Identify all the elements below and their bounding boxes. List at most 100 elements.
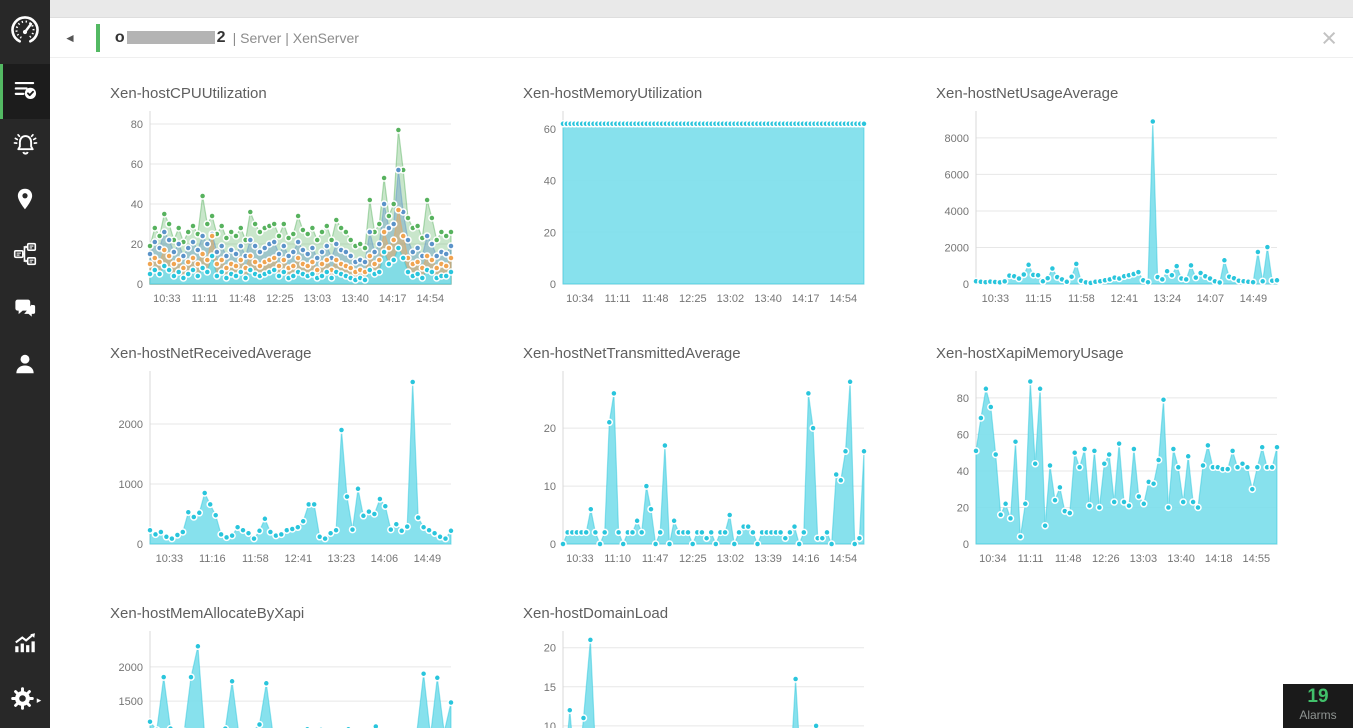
svg-text:10:34: 10:34 xyxy=(566,293,594,305)
svg-text:20: 20 xyxy=(131,239,143,251)
chart-plot-area[interactable]: 0 20 40 60 80 10:33 11:11 11:48 12:25 13:03 13:40 1… xyxy=(110,106,455,318)
svg-text:10:33: 10:33 xyxy=(982,293,1010,305)
svg-text:14:55: 14:55 xyxy=(1243,553,1271,565)
chart-card-xapi-memory: Xen-hostXapiMemoryUsage 0 20 40 60 80 10:34 11… xyxy=(936,345,1281,578)
chart-plot-area[interactable]: 0 2000 4000 6000 8000 10:33 11:15 11:58 12:41 13:… xyxy=(936,106,1281,318)
sidebar-item-monitoring[interactable] xyxy=(0,64,50,119)
chart-card-net-usage: Xen-hostNetUsageAverage 0 2000 4000 6000 800… xyxy=(936,85,1281,318)
svg-text:20: 20 xyxy=(957,503,969,515)
chart-plot-area[interactable]: 0 10 20 10:33 11:10 11:47 12:25 13:02 13:39 14:16… xyxy=(523,366,868,578)
svg-text:13:39: 13:39 xyxy=(754,553,782,565)
svg-text:14:16: 14:16 xyxy=(792,553,820,565)
svg-text:11:16: 11:16 xyxy=(199,553,226,565)
svg-text:14:54: 14:54 xyxy=(830,553,858,565)
svg-text:60: 60 xyxy=(131,159,143,171)
svg-text:11:10: 11:10 xyxy=(604,553,631,565)
svg-text:12:25: 12:25 xyxy=(679,553,707,565)
accent-bar xyxy=(95,23,100,52)
svg-text:11:48: 11:48 xyxy=(229,293,256,305)
svg-text:20: 20 xyxy=(544,643,556,655)
chart-title: Xen-hostDomainLoad xyxy=(523,605,669,622)
sidebar-item-maps[interactable] xyxy=(0,174,50,229)
chat-icon xyxy=(12,296,39,328)
top-strip xyxy=(50,0,1353,18)
report-chart-icon xyxy=(12,630,38,661)
svg-text:13:23: 13:23 xyxy=(328,553,356,565)
sidebar-item-topology[interactable] xyxy=(0,229,50,284)
chart-plot-area[interactable]: 0 20 40 60 10:34 11:11 11:48 12:25 13:02 13:40 14:… xyxy=(523,106,868,318)
svg-text:13:02: 13:02 xyxy=(717,293,745,305)
svg-text:60: 60 xyxy=(544,124,556,136)
svg-text:14:18: 14:18 xyxy=(1205,553,1233,565)
alarm-count: 19 xyxy=(1307,686,1329,707)
chart-card-cpu-utilization: Xen-hostCPUUtilization 0 20 40 60 80 10:33 11:… xyxy=(110,85,455,318)
svg-text:10:34: 10:34 xyxy=(979,553,1007,565)
svg-text:80: 80 xyxy=(131,119,143,131)
topology-icon xyxy=(12,241,38,272)
device-name-prefix: o xyxy=(114,28,125,46)
svg-text:12:41: 12:41 xyxy=(1111,293,1139,305)
sidebar-item-users[interactable] xyxy=(0,339,50,394)
svg-text:40: 40 xyxy=(544,176,556,188)
svg-text:11:48: 11:48 xyxy=(642,293,669,305)
svg-text:14:54: 14:54 xyxy=(417,293,445,305)
chart-plot-area[interactable]: 0 1000 2000 10:33 11:16 11:58 12:41 13:23 14:06 1… xyxy=(110,366,455,578)
svg-text:4000: 4000 xyxy=(945,206,969,218)
svg-text:13:40: 13:40 xyxy=(1167,553,1195,565)
breadcrumb: | Server | XenServer xyxy=(232,29,359,46)
chart-card-net-received: Xen-hostNetReceivedAverage 0 1000 2000 10:3… xyxy=(110,345,455,578)
close-icon[interactable]: × xyxy=(1321,22,1337,53)
alarm-label: Alarms xyxy=(1299,708,1337,722)
svg-text:10:33: 10:33 xyxy=(566,553,594,565)
svg-text:60: 60 xyxy=(957,429,969,441)
gauge-logo-icon xyxy=(8,13,42,52)
svg-text:11:48: 11:48 xyxy=(1055,553,1082,565)
charts-grid: Xen-hostCPUUtilization 0 20 40 60 80 10:33 11:… xyxy=(50,57,1353,728)
svg-text:40: 40 xyxy=(957,466,969,478)
svg-text:11:15: 11:15 xyxy=(1025,293,1052,305)
svg-text:1000: 1000 xyxy=(119,479,143,491)
svg-text:14:07: 14:07 xyxy=(1197,293,1225,305)
chart-title: Xen-hostNetReceivedAverage xyxy=(110,345,312,362)
sidebar-item-alarms[interactable] xyxy=(0,119,50,174)
svg-text:14:06: 14:06 xyxy=(371,553,399,565)
app-logo[interactable] xyxy=(0,0,50,64)
chart-plot-area[interactable]: 05101520 xyxy=(523,626,868,728)
chart-card-net-transmitted: Xen-hostNetTransmittedAverage 0 10 20 10:33… xyxy=(523,345,868,578)
svg-text:10: 10 xyxy=(544,481,556,493)
svg-text:13:03: 13:03 xyxy=(1130,553,1158,565)
chart-plot-area[interactable]: 0 20 40 60 80 10:34 11:11 11:48 12:26 13:03 13:40 1… xyxy=(936,366,1281,578)
sidebar-item-reports[interactable] xyxy=(0,618,50,673)
chart-plot-area[interactable]: 0500100015002000 xyxy=(110,626,455,728)
svg-text:11:11: 11:11 xyxy=(1018,553,1044,565)
svg-text:11:11: 11:11 xyxy=(192,293,218,305)
svg-text:0: 0 xyxy=(963,539,969,551)
svg-text:1500: 1500 xyxy=(119,696,143,708)
svg-text:14:49: 14:49 xyxy=(414,553,442,565)
svg-text:12:41: 12:41 xyxy=(285,553,313,565)
svg-text:6000: 6000 xyxy=(945,169,969,181)
chart-title: Xen-hostXapiMemoryUsage xyxy=(936,345,1124,362)
chart-title: Xen-hostNetUsageAverage xyxy=(936,85,1119,102)
sidebar-item-chat[interactable] xyxy=(0,284,50,339)
page-title: o 2 | Server | XenServer xyxy=(115,29,359,47)
svg-text:11:58: 11:58 xyxy=(1068,293,1095,305)
back-button[interactable]: ◄ xyxy=(64,30,76,45)
map-pin-icon xyxy=(12,186,38,217)
chart-card-mem-allocate: Xen-hostMemAllocateByXapi 05001000150020… xyxy=(110,605,455,728)
svg-text:8000: 8000 xyxy=(945,133,969,145)
svg-text:40: 40 xyxy=(131,199,143,211)
svg-text:2000: 2000 xyxy=(119,662,143,674)
svg-text:11:11: 11:11 xyxy=(605,293,631,305)
sidebar-item-settings[interactable]: ▸ xyxy=(0,673,50,728)
chart-title: Xen-hostMemAllocateByXapi xyxy=(110,605,305,622)
sidebar: ▸ xyxy=(0,0,50,728)
chart-title: Xen-hostMemoryUtilization xyxy=(523,85,703,102)
svg-text:13:02: 13:02 xyxy=(717,553,745,565)
svg-text:0: 0 xyxy=(137,279,143,291)
chart-card-memory-utilization: Xen-hostMemoryUtilization 0 20 40 60 10:34 11… xyxy=(523,85,868,318)
chevron-right-icon: ▸ xyxy=(36,695,42,705)
svg-text:14:17: 14:17 xyxy=(792,293,820,305)
alarms-badge[interactable]: 19 Alarms xyxy=(1283,684,1353,728)
svg-text:12:25: 12:25 xyxy=(679,293,707,305)
